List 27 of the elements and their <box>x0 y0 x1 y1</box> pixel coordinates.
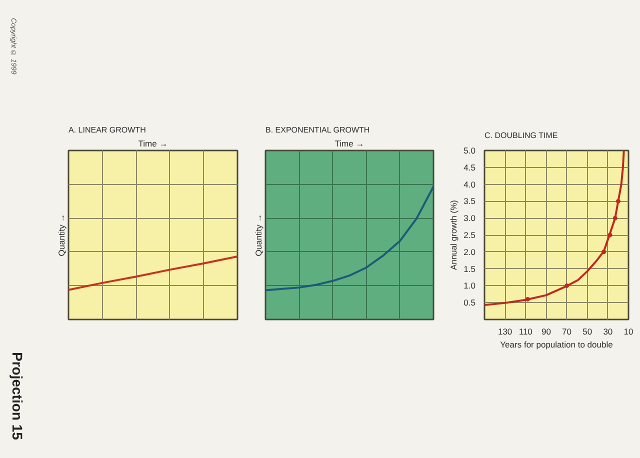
y-tick-label: 2.0 <box>464 246 476 257</box>
y-tick-label: 1.0 <box>464 280 476 291</box>
x-tick-label: 70 <box>562 326 572 336</box>
y-tick-label: 2.5 <box>464 230 476 240</box>
y-tick-label: 1.5 <box>464 264 476 274</box>
x-tick-label: 90 <box>541 326 552 336</box>
chart-title: C. DOUBLING TIME <box>484 131 558 140</box>
y-tick-label: 5.0 <box>464 146 476 156</box>
chart-title: A. LINEAR GROWTH <box>68 126 146 134</box>
chart-title: B. EXPONENTIAL GROWTH <box>266 126 370 134</box>
text: Projection 15 <box>9 352 26 440</box>
x-tick-label: 130 <box>498 326 512 336</box>
y-axis-title: Annual growth (%) <box>448 200 459 270</box>
x-tick-label: 10 <box>624 326 634 336</box>
x-axis-title: Time → <box>138 138 168 148</box>
y-tick-label: 4.5 <box>464 162 476 172</box>
x-axis-title: Time → <box>334 138 364 148</box>
y-tick-label: 3.0 <box>464 213 476 224</box>
x-axis-title: Years for population to double <box>500 340 614 350</box>
y-axis-title: Quantity → <box>254 214 264 256</box>
x-tick-label: 110 <box>518 326 533 336</box>
y-tick-label: 3.5 <box>464 196 476 206</box>
y-tick-label: 4.0 <box>464 179 476 190</box>
x-tick-label: 30 <box>603 326 613 336</box>
y-axis-title: Quantity → <box>56 214 66 256</box>
x-tick-label: 50 <box>582 326 592 336</box>
y-tick-label: 0.5 <box>464 298 476 308</box>
